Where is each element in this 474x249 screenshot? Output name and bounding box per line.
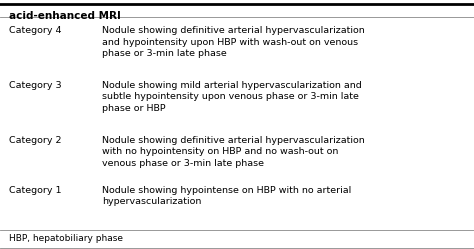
Text: Category 4: Category 4 xyxy=(9,26,61,35)
Text: Nodule showing hypointense on HBP with no arterial
hypervascularization: Nodule showing hypointense on HBP with n… xyxy=(102,186,351,206)
Text: Category 3: Category 3 xyxy=(9,81,61,90)
Text: Nodule showing mild arterial hypervascularization and
subtle hypointensity upon : Nodule showing mild arterial hypervascul… xyxy=(102,81,362,113)
Text: Category 2: Category 2 xyxy=(9,136,61,145)
Text: Nodule showing definitive arterial hypervascularization
with no hypointensity on: Nodule showing definitive arterial hyper… xyxy=(102,136,365,168)
Text: Category 1: Category 1 xyxy=(9,186,61,194)
Text: acid-enhanced MRI: acid-enhanced MRI xyxy=(9,11,120,21)
Text: Nodule showing definitive arterial hypervascularization
and hypointensity upon H: Nodule showing definitive arterial hyper… xyxy=(102,26,365,58)
Text: HBP, hepatobiliary phase: HBP, hepatobiliary phase xyxy=(9,234,123,243)
